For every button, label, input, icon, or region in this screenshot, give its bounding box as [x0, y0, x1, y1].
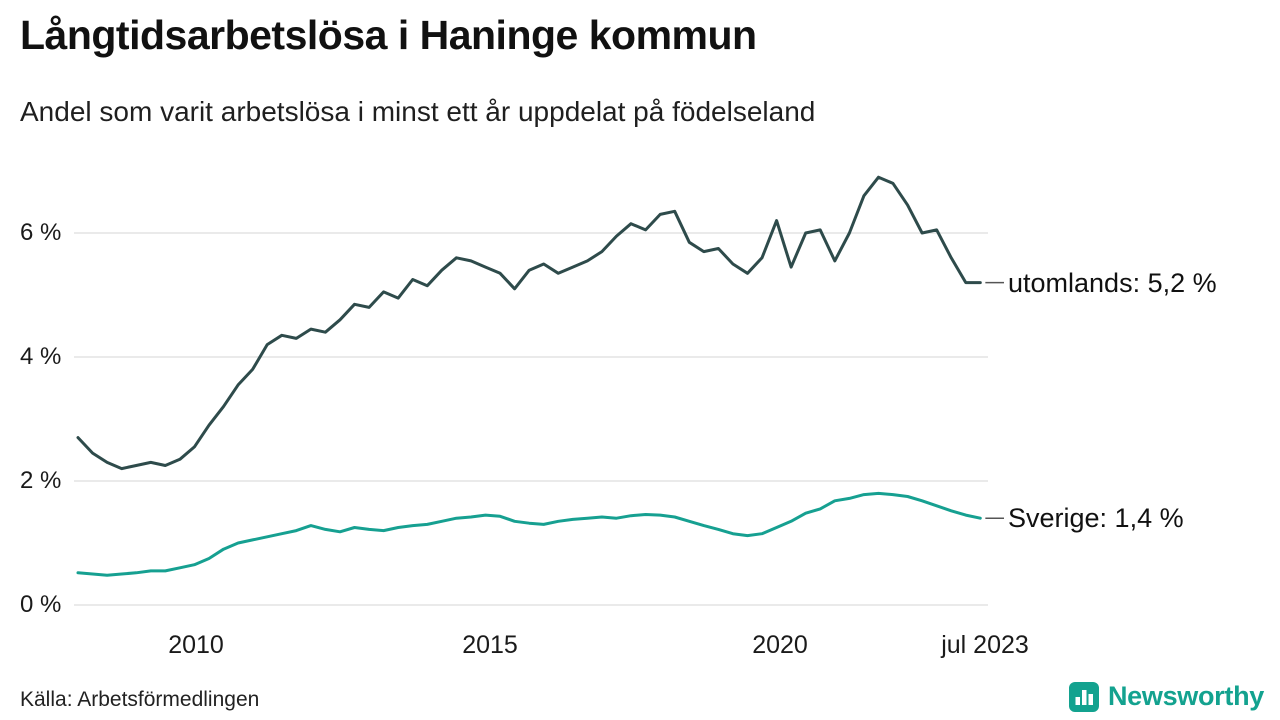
series-line-sverige — [76, 491, 982, 577]
series-line-utomlands — [76, 175, 982, 471]
series-label-sverige: Sverige: 1,4 % — [1008, 503, 1184, 534]
page-title: Långtidsarbetslösa i Haninge kommun — [20, 12, 757, 58]
newsworthy-logo: Newsworthy — [1068, 681, 1264, 712]
x-axis-tick-2020: 2020 — [752, 631, 808, 659]
x-axis-tick-jul2023: jul 2023 — [941, 631, 1029, 659]
chart-subtitle: Andel som varit arbetslösa i minst ett å… — [20, 96, 816, 127]
y-axis-tick-2: 2 % — [20, 467, 62, 494]
series-label-utomlands: utomlands: 5,2 % — [1008, 267, 1217, 298]
newsworthy-wordmark: Newsworthy — [1107, 681, 1264, 711]
source-attribution: Källa: Arbetsförmedlingen — [20, 688, 260, 711]
x-axis-tick-2015: 2015 — [462, 631, 518, 659]
newsworthy-bars-icon — [1068, 681, 1099, 712]
y-axis-tick-4: 4 % — [20, 343, 62, 370]
x-axis-tick-2010: 2010 — [168, 631, 224, 659]
y-axis-tick-6: 6 % — [20, 219, 62, 246]
y-axis-tick-0: 0 % — [20, 591, 62, 618]
